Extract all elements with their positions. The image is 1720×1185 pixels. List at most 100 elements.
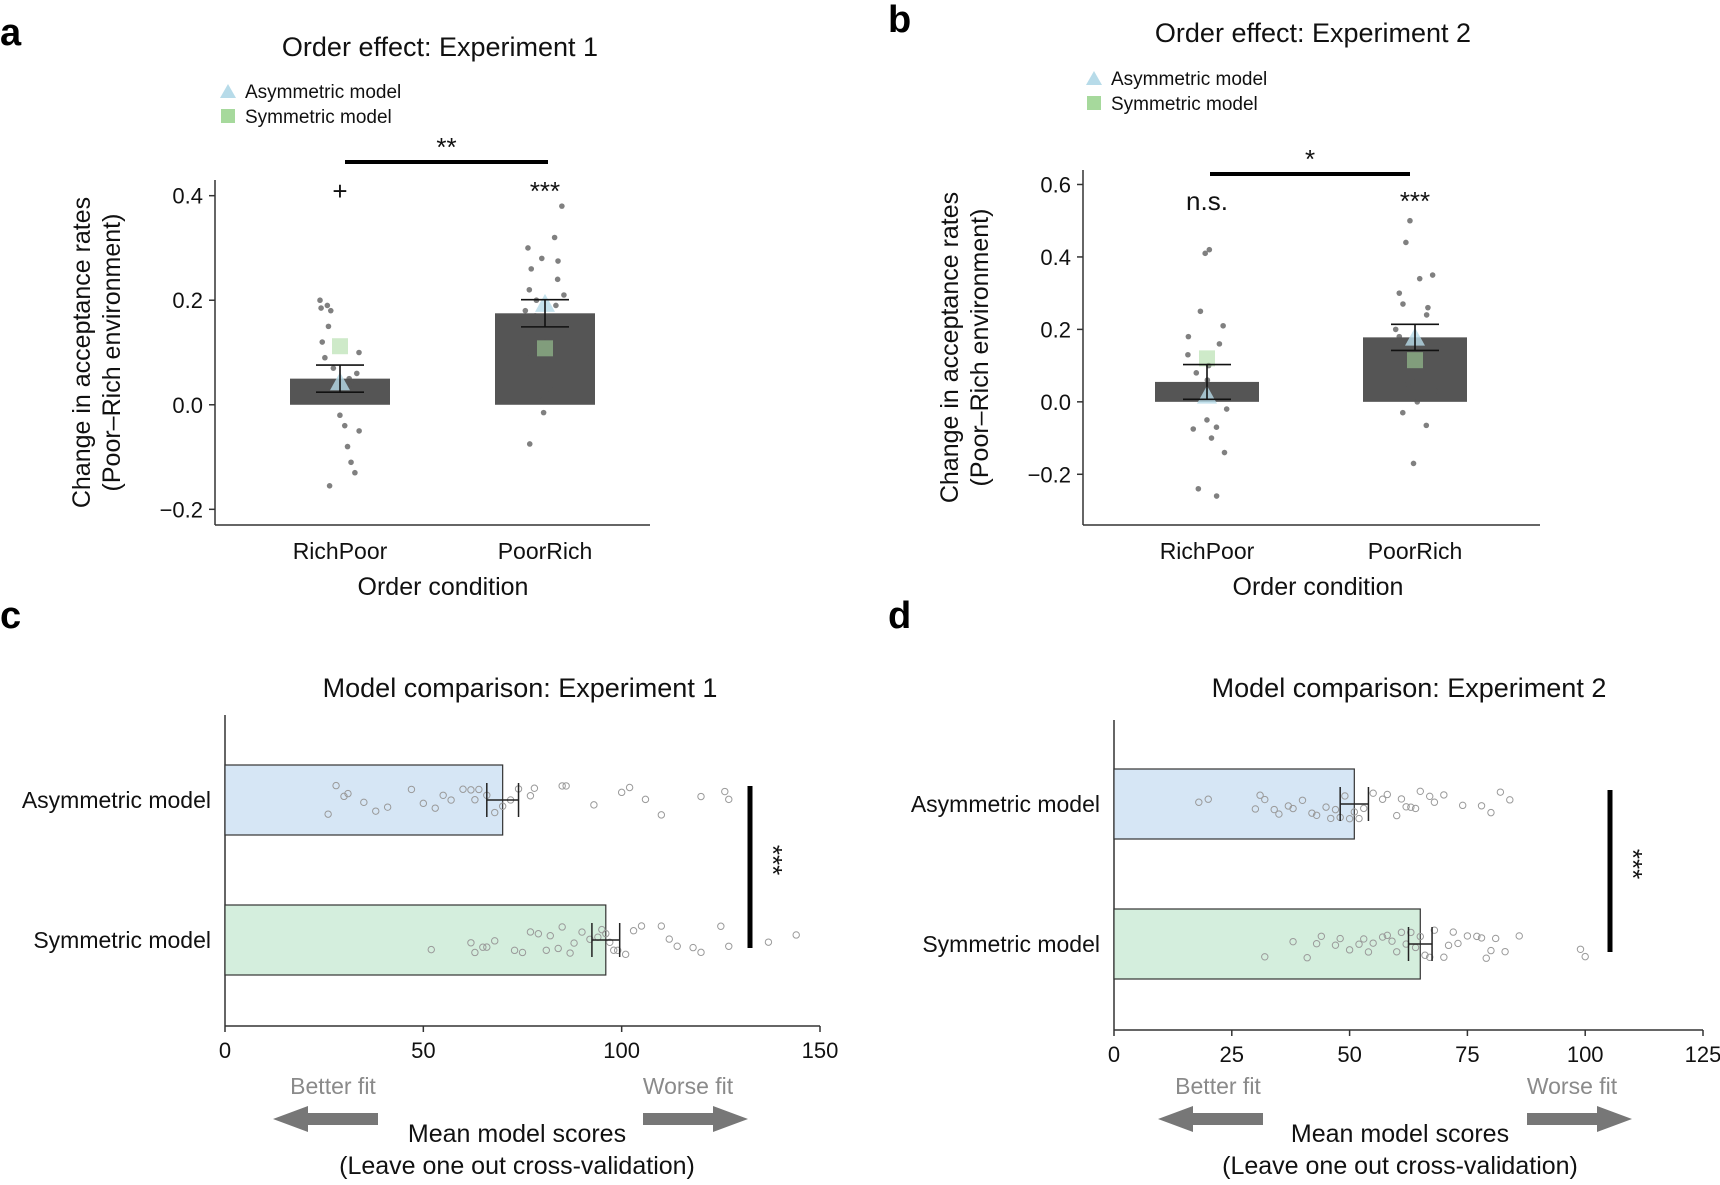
participant-point bbox=[1383, 790, 1391, 799]
participant-point bbox=[526, 354, 532, 361]
participant-point bbox=[491, 808, 499, 817]
participant-point bbox=[1423, 422, 1430, 429]
participant-point bbox=[657, 811, 666, 819]
participant-point bbox=[566, 949, 574, 957]
legend-marker-asymmetric bbox=[220, 84, 236, 98]
participant-point bbox=[1327, 814, 1335, 823]
y-tick-label: 0.4 bbox=[1040, 245, 1071, 270]
right-arrow-icon bbox=[1527, 1106, 1632, 1132]
participant-point bbox=[1345, 814, 1354, 823]
participant-point bbox=[717, 922, 725, 930]
participant-point bbox=[1402, 803, 1410, 811]
x-tick-label: 50 bbox=[1337, 1042, 1361, 1067]
participant-point bbox=[1213, 424, 1220, 430]
symmetric-model-marker bbox=[1199, 350, 1215, 367]
participant-point bbox=[1501, 947, 1509, 956]
participant-point bbox=[337, 412, 343, 419]
x-tick-label: 100 bbox=[603, 1038, 640, 1063]
participant-point bbox=[1360, 804, 1368, 813]
participant-point bbox=[330, 365, 337, 371]
legend-marker-symmetric bbox=[1087, 96, 1101, 110]
participant-point bbox=[1506, 796, 1514, 804]
participant-point bbox=[318, 305, 324, 311]
participant-point bbox=[1473, 932, 1481, 941]
participant-point bbox=[332, 781, 340, 790]
participant-point bbox=[341, 422, 348, 429]
participant-point bbox=[1378, 795, 1387, 803]
participant-point bbox=[1275, 810, 1283, 818]
participant-point bbox=[1213, 493, 1220, 499]
participant-point bbox=[353, 370, 360, 377]
participant-point bbox=[322, 354, 328, 361]
y-axis-label: Change in acceptance rates (Poor–Rich env… bbox=[936, 192, 994, 503]
participant-point bbox=[534, 930, 543, 938]
participant-point bbox=[1223, 406, 1230, 412]
participant-point bbox=[555, 258, 561, 264]
participant-point bbox=[1331, 941, 1340, 949]
participant-point bbox=[637, 922, 646, 930]
participant-point bbox=[1477, 802, 1486, 810]
participant-point bbox=[526, 792, 535, 800]
bar-symmetric-model bbox=[224, 904, 607, 976]
participant-point bbox=[459, 785, 467, 793]
chart-title: Order effect: Experiment 2 bbox=[1155, 18, 1471, 48]
participant-point bbox=[348, 381, 355, 387]
participant-point bbox=[1197, 308, 1204, 315]
right-arrow-icon bbox=[643, 1106, 748, 1132]
participant-point bbox=[344, 443, 351, 450]
participant-point bbox=[1350, 808, 1359, 816]
y-axis-label-line-2: (Poor–Rich environment) bbox=[98, 214, 126, 492]
participant-point bbox=[1440, 791, 1448, 799]
participant-point bbox=[348, 459, 354, 466]
significance-label: *** bbox=[530, 176, 560, 206]
participant-point bbox=[721, 787, 729, 796]
participant-point bbox=[1308, 809, 1316, 817]
participant-point bbox=[1185, 351, 1191, 358]
y-category-label: Asymmetric model bbox=[911, 791, 1100, 817]
participant-point bbox=[1463, 932, 1472, 940]
participant-point bbox=[419, 799, 428, 808]
participant-point bbox=[1204, 417, 1210, 423]
participant-point bbox=[526, 286, 533, 293]
participant-point bbox=[471, 796, 479, 804]
participant-point bbox=[540, 409, 547, 416]
symmetric-model-marker bbox=[332, 338, 348, 355]
significance-label: n.s. bbox=[1186, 186, 1228, 216]
participant-point bbox=[1581, 952, 1589, 961]
participant-point bbox=[1477, 934, 1486, 942]
participant-point bbox=[1190, 426, 1197, 432]
participant-point bbox=[558, 782, 566, 790]
participant-point bbox=[764, 938, 773, 946]
participant-point bbox=[551, 234, 558, 241]
significance-label: + bbox=[332, 176, 347, 206]
participant-point bbox=[1204, 795, 1212, 803]
participant-point bbox=[526, 441, 533, 447]
participant-point bbox=[1416, 787, 1424, 796]
legend-entry: Symmetric model bbox=[1111, 94, 1258, 115]
participant-point bbox=[325, 323, 332, 330]
participant-point bbox=[1423, 312, 1430, 318]
participant-point bbox=[1336, 934, 1344, 943]
participant-point bbox=[540, 396, 546, 403]
x-category-label: PoorRich bbox=[498, 538, 593, 564]
participant-point bbox=[344, 789, 352, 798]
y-axis-label-line-2: (Poor–Rich environment) bbox=[966, 209, 994, 487]
participant-point bbox=[1407, 217, 1413, 224]
participant-point bbox=[1322, 803, 1330, 811]
x-category-label: RichPoor bbox=[1160, 538, 1255, 564]
participant-point bbox=[1515, 932, 1523, 940]
participant-point bbox=[475, 785, 483, 794]
participant-point bbox=[471, 948, 479, 957]
participant-point bbox=[1410, 460, 1417, 467]
participant-point bbox=[383, 803, 392, 811]
participant-point bbox=[1487, 808, 1495, 817]
participant-point bbox=[431, 804, 439, 812]
participant-point bbox=[479, 943, 487, 951]
participant-point bbox=[1195, 798, 1203, 806]
participant-point bbox=[1289, 937, 1297, 946]
participant-point bbox=[346, 375, 352, 382]
left-arrow-icon bbox=[273, 1106, 378, 1132]
participant-point bbox=[356, 428, 362, 434]
better-fit-label: Better fit bbox=[290, 1073, 376, 1099]
